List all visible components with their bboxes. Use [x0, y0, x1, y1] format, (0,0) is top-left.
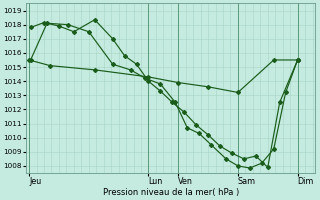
X-axis label: Pression niveau de la mer( hPa ): Pression niveau de la mer( hPa )	[103, 188, 239, 197]
